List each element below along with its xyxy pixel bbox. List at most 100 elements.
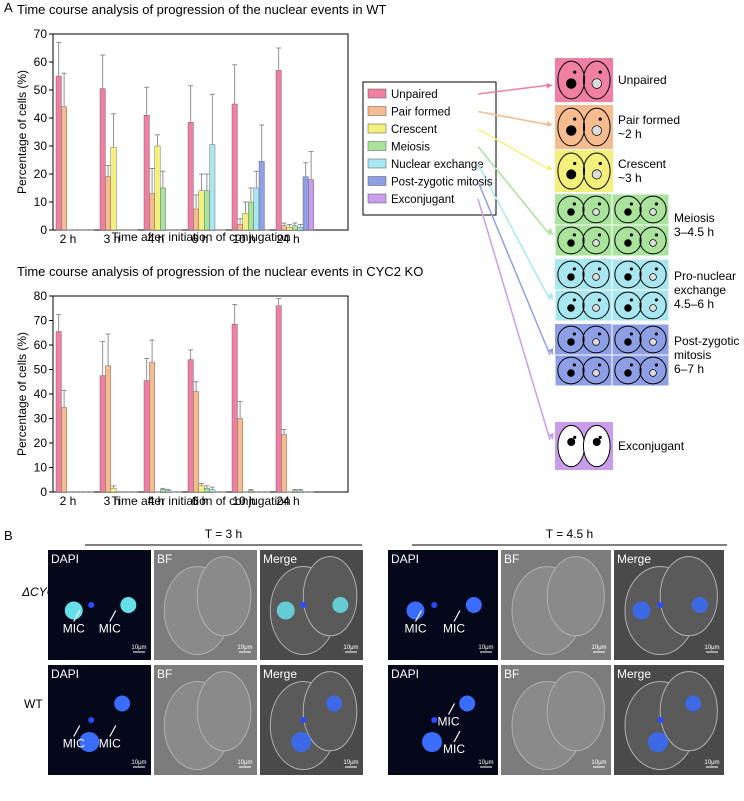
chart-title: Time course analysis of progression of t… bbox=[17, 264, 423, 279]
stage-label: Post-zygotic bbox=[674, 334, 739, 348]
condition-label: T = 3 h bbox=[205, 527, 242, 541]
stage-box bbox=[555, 105, 613, 149]
micronucleus bbox=[597, 332, 602, 336]
chart-title: Time course analysis of progression of t… bbox=[17, 2, 387, 17]
panel-label: B bbox=[4, 528, 13, 543]
y-tick-label: 40 bbox=[34, 387, 48, 401]
nucleus bbox=[567, 338, 575, 346]
nucleus bbox=[592, 369, 600, 377]
nucleus bbox=[567, 273, 575, 281]
stage-box bbox=[555, 150, 613, 192]
x-tick-label: 2 h bbox=[60, 232, 77, 246]
scale-bar-label: 10μm bbox=[237, 645, 252, 651]
nucleus bbox=[567, 369, 575, 377]
stage-label: 6–7 h bbox=[674, 362, 704, 376]
nucleus bbox=[624, 208, 632, 216]
nucleus-signal bbox=[291, 732, 312, 752]
micronucleus bbox=[572, 267, 576, 271]
channel-label: BF bbox=[157, 667, 172, 681]
channel-label: BF bbox=[157, 552, 172, 566]
cell-outline bbox=[196, 671, 252, 752]
micronucleus bbox=[573, 117, 577, 121]
bar bbox=[99, 88, 106, 231]
legend-label: Nuclear exchange bbox=[391, 159, 484, 171]
cell-divider bbox=[611, 354, 670, 387]
bar bbox=[231, 323, 238, 493]
nucleus bbox=[567, 438, 576, 446]
arrow-head bbox=[548, 348, 554, 355]
y-tick-label: 20 bbox=[34, 167, 48, 181]
mic-arrow bbox=[453, 730, 461, 743]
micronucleus bbox=[598, 70, 602, 74]
channel-label: DAPI bbox=[391, 552, 419, 566]
nucleus bbox=[592, 239, 600, 247]
legend-swatch bbox=[367, 193, 387, 204]
micronucleus bbox=[597, 267, 602, 271]
x-axis-label: Time after initiation of conjugation bbox=[112, 230, 291, 244]
micronucleus-signal bbox=[657, 717, 664, 723]
bar bbox=[61, 407, 68, 493]
y-tick-label: 60 bbox=[34, 338, 48, 352]
bar bbox=[159, 187, 166, 231]
nucleus-signal bbox=[691, 597, 708, 613]
mic-arrow bbox=[109, 610, 117, 622]
plot-frame bbox=[52, 295, 349, 493]
stage-label: 3–4.5 h bbox=[674, 225, 714, 239]
bar bbox=[281, 225, 287, 231]
micronucleus-signal bbox=[431, 602, 438, 608]
nucleus bbox=[592, 438, 601, 446]
channel-label: Merge bbox=[617, 667, 651, 681]
y-tick-label: 60 bbox=[34, 55, 48, 69]
channel-label: BF bbox=[504, 667, 519, 681]
legend-arrow bbox=[477, 198, 551, 441]
bar bbox=[292, 225, 298, 231]
stage-label: ~2 h bbox=[618, 127, 642, 141]
bar bbox=[281, 434, 287, 493]
cell bbox=[639, 195, 667, 224]
x-tick-label: 2 h bbox=[60, 494, 77, 508]
bar bbox=[149, 193, 155, 231]
channel-label: DAPI bbox=[391, 667, 419, 681]
bar bbox=[275, 305, 282, 493]
micronucleus bbox=[629, 298, 633, 302]
bar bbox=[203, 190, 210, 231]
cell bbox=[557, 260, 585, 289]
nucleus bbox=[624, 304, 632, 312]
bar bbox=[187, 121, 194, 231]
nucleus bbox=[566, 125, 577, 136]
channel-label: Merge bbox=[263, 667, 297, 681]
legend-swatch bbox=[367, 123, 387, 134]
nucleus bbox=[566, 169, 577, 180]
mic-label: MIC bbox=[63, 737, 85, 751]
nucleus bbox=[567, 208, 575, 216]
legend-arrow bbox=[477, 110, 551, 126]
y-tick-label: 20 bbox=[34, 436, 48, 450]
legend-label: Crescent bbox=[391, 124, 438, 136]
legend-label: Unpaired bbox=[391, 89, 438, 101]
bar bbox=[187, 359, 194, 493]
micronucleus bbox=[598, 161, 602, 166]
cell bbox=[582, 356, 610, 385]
bar bbox=[247, 490, 254, 493]
micronucleus-signal bbox=[300, 602, 307, 608]
scale-bar-label: 10μm bbox=[131, 645, 146, 651]
nucleus-signal bbox=[276, 601, 295, 620]
mic-arrow bbox=[453, 610, 461, 622]
cell bbox=[557, 152, 586, 190]
stage-label: Crescent bbox=[618, 157, 667, 171]
legend-swatch bbox=[367, 88, 387, 99]
cell bbox=[639, 291, 667, 320]
micronucleus bbox=[654, 363, 659, 367]
legend-arrow bbox=[477, 181, 551, 356]
stage-label: Pair formed bbox=[618, 113, 680, 127]
bar bbox=[203, 488, 210, 493]
channel-label: Merge bbox=[617, 552, 651, 566]
cell bbox=[557, 356, 585, 385]
nucleus bbox=[592, 208, 600, 216]
bar bbox=[143, 114, 150, 231]
bar bbox=[247, 201, 254, 231]
y-axis-label: Percentage of cells (%) bbox=[15, 332, 29, 456]
nucleus-signal bbox=[326, 695, 343, 712]
y-tick-label: 40 bbox=[34, 111, 48, 125]
